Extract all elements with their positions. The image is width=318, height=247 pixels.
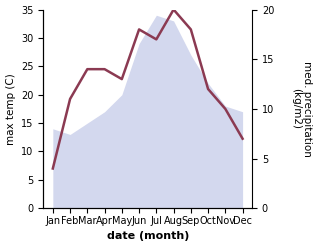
- X-axis label: date (month): date (month): [107, 231, 189, 242]
- Y-axis label: max temp (C): max temp (C): [5, 73, 16, 145]
- Y-axis label: med. precipitation
(kg/m2): med. precipitation (kg/m2): [291, 61, 313, 157]
